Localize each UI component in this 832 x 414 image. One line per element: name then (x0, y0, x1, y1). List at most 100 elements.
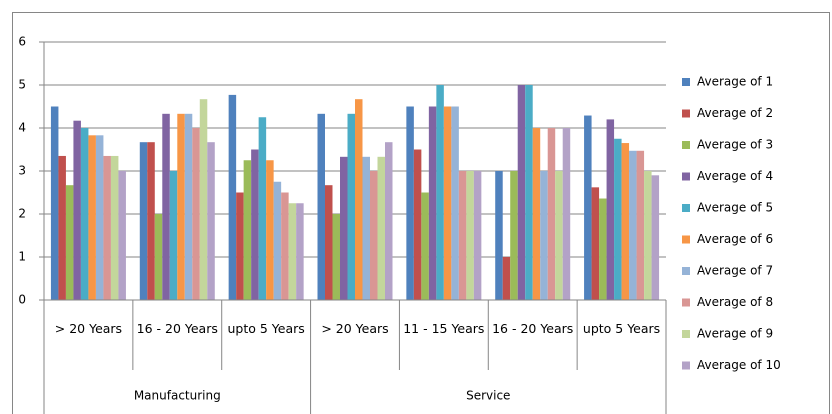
bar (370, 171, 378, 300)
bar (266, 160, 274, 300)
x-tick-label: upto 5 Years (582, 321, 661, 336)
bar (139, 142, 148, 300)
bar (281, 192, 289, 300)
bar (591, 187, 600, 300)
bar (236, 192, 244, 300)
bar (525, 85, 533, 300)
bar (296, 203, 304, 300)
bar (243, 160, 252, 300)
legend-label: Average of 1 (697, 75, 773, 89)
bar (258, 117, 267, 300)
bar (644, 171, 652, 300)
bar (340, 156, 348, 300)
legend-label: Average of 7 (697, 264, 773, 278)
bar (466, 171, 474, 300)
bar (599, 198, 607, 300)
bar (65, 185, 74, 300)
bar (385, 142, 393, 300)
legend-swatch (682, 330, 690, 338)
bar (495, 171, 503, 300)
bar (95, 135, 104, 300)
bar (73, 120, 81, 300)
x-tick-label: > 20 Years (54, 321, 123, 336)
legend-label: Average of 5 (697, 201, 773, 215)
legend-swatch (682, 361, 690, 370)
bar (406, 106, 414, 300)
bar (502, 257, 511, 300)
x-tick-label: upto 5 Years (227, 321, 305, 336)
y-tick-label: 5 (18, 78, 26, 92)
bar (362, 156, 370, 300)
bar (562, 128, 571, 300)
bar (154, 214, 163, 300)
bar (184, 113, 193, 300)
bar (199, 99, 208, 300)
legend-label: Average of 8 (697, 295, 773, 309)
y-tick-label: 3 (18, 164, 26, 178)
bar (251, 149, 259, 300)
bar (58, 155, 66, 300)
bar (651, 175, 660, 300)
legend-label: Average of 4 (697, 169, 773, 183)
bar (443, 106, 452, 300)
x-tick-label: 16 - 20 Years (136, 321, 218, 336)
bar (547, 128, 556, 300)
bar (347, 113, 355, 300)
legend-swatch (682, 78, 690, 86)
bar (510, 171, 518, 300)
bar (147, 142, 155, 300)
bar (636, 150, 645, 300)
legend-label: Average of 3 (697, 138, 773, 152)
bar (80, 128, 89, 300)
bar (192, 128, 200, 300)
bar (532, 128, 541, 300)
bar (517, 85, 526, 300)
bar (177, 113, 185, 300)
bar (606, 119, 615, 301)
bar (436, 85, 444, 300)
y-tick-label: 2 (18, 207, 26, 221)
bar (629, 150, 637, 300)
bar (614, 138, 622, 300)
group-label: Service (466, 389, 510, 403)
bar (162, 113, 170, 300)
bar (540, 171, 548, 300)
legend-label: Average of 10 (697, 358, 781, 372)
bar (458, 171, 467, 300)
x-tick-label: 11 - 15 Years (403, 321, 485, 336)
legend-swatch (682, 267, 690, 275)
bar (325, 185, 333, 300)
legend-swatch (682, 141, 690, 149)
y-tick-label: 0 (18, 293, 26, 307)
bar (377, 156, 385, 300)
x-tick-label: > 20 Years (321, 321, 389, 336)
legend-label: Average of 9 (697, 327, 773, 341)
bar (169, 171, 178, 300)
legend-swatch (682, 298, 690, 307)
bar (428, 106, 437, 300)
legend-swatch (682, 172, 690, 181)
bar (555, 171, 563, 300)
bar (110, 155, 119, 300)
bar (118, 171, 126, 300)
bar (413, 149, 422, 300)
legend-swatch (682, 235, 690, 244)
x-tick-label: 16 - 20 Years (492, 321, 574, 336)
bar (317, 113, 325, 300)
legend-label: Average of 2 (697, 106, 773, 120)
bar (621, 143, 630, 300)
chart-frame (12, 12, 830, 414)
bar (50, 106, 59, 300)
bar (207, 142, 215, 300)
bar (273, 181, 282, 300)
bar (228, 94, 237, 300)
legend-label: Average of 6 (697, 232, 773, 246)
bar (584, 115, 592, 300)
group-label: Manufacturing (134, 389, 221, 403)
bar (451, 106, 459, 300)
y-tick-label: 6 (18, 35, 26, 49)
bar (421, 192, 429, 300)
legend-swatch (682, 109, 690, 118)
